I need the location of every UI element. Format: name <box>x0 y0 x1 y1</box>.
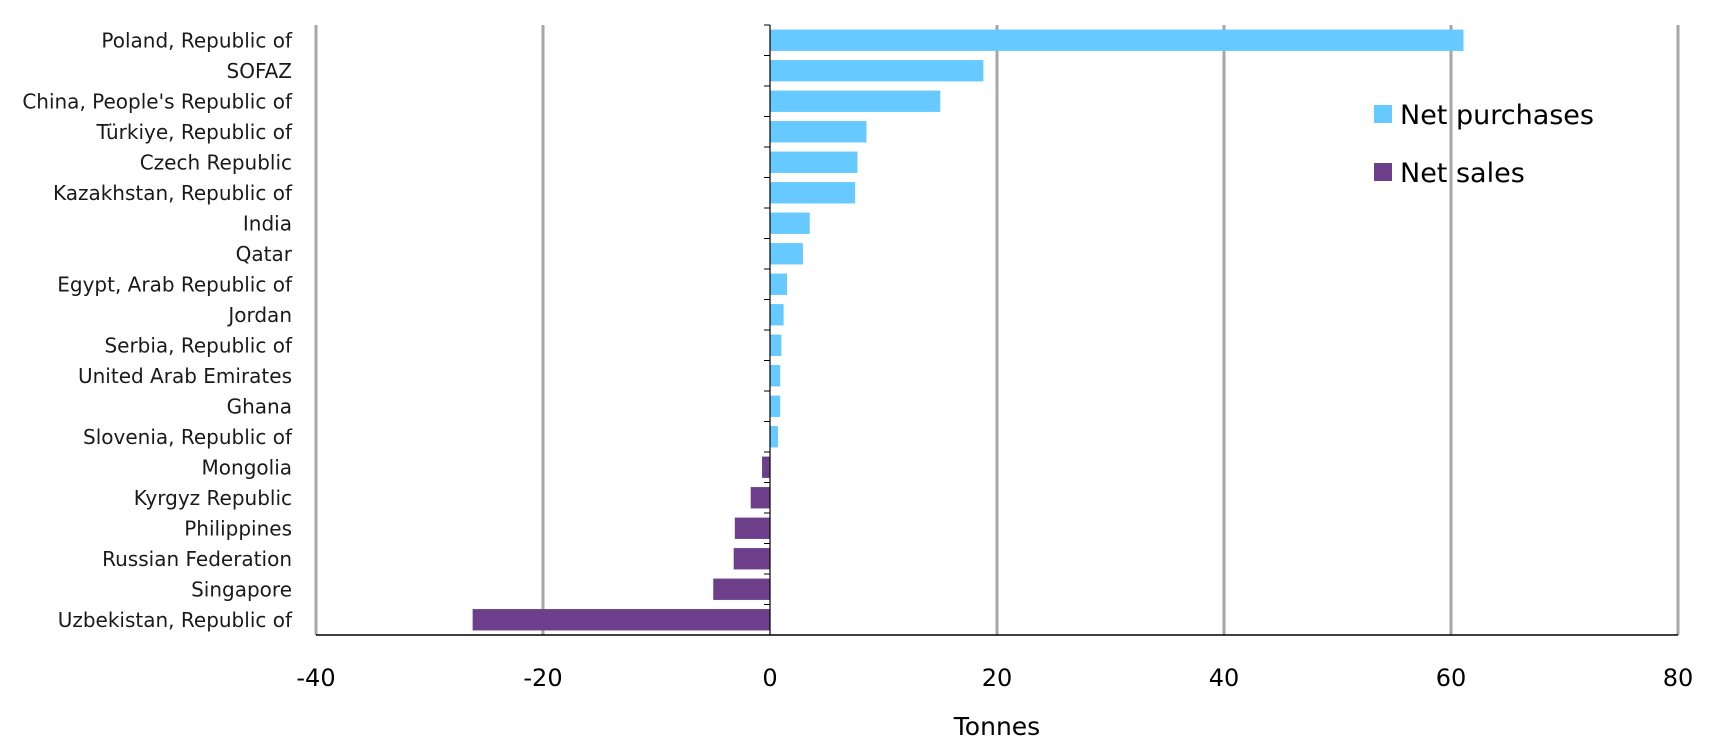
bar <box>770 243 803 265</box>
category-label: Kazakhstan, Republic of <box>53 181 293 205</box>
category-label: Poland, Republic of <box>101 28 293 52</box>
category-label: Russian Federation <box>102 547 292 571</box>
category-label: Uzbekistan, Republic of <box>58 608 293 632</box>
category-label: Türkiye, Republic of <box>96 120 293 144</box>
x-tick-labels: -40 -20 0 20 40 60 80 <box>296 664 1693 692</box>
category-label: China, People's Republic of <box>22 89 293 113</box>
category-label: Mongolia <box>202 455 292 479</box>
legend-label: Net purchases <box>1400 100 1594 131</box>
bar <box>750 487 770 509</box>
bar <box>713 578 770 600</box>
category-label: Slovenia, Republic of <box>83 425 293 449</box>
bar <box>770 273 788 295</box>
bar <box>762 456 770 478</box>
legend-swatch <box>1374 163 1392 181</box>
bar <box>770 395 781 417</box>
bar <box>770 29 1464 51</box>
bar <box>770 182 856 204</box>
x-tick-label: 40 <box>1209 664 1240 692</box>
legend-swatch <box>1374 105 1392 123</box>
category-label: Serbia, Republic of <box>104 333 293 357</box>
legend: Net purchases Net sales <box>1350 100 1594 189</box>
bar <box>472 609 770 631</box>
x-tick-label: 0 <box>762 664 777 692</box>
gridlines <box>314 25 1680 635</box>
category-label: SOFAZ <box>227 59 293 83</box>
category-label: India <box>243 211 292 235</box>
bar <box>770 151 858 173</box>
category-label: Kyrgyz Republic <box>134 486 292 510</box>
axes <box>316 24 1678 636</box>
bar <box>770 426 778 448</box>
x-axis-title: Tonnes <box>953 712 1040 741</box>
bar <box>770 90 941 112</box>
category-label: Jordan <box>226 303 292 327</box>
category-label: Egypt, Arab Republic of <box>57 272 293 296</box>
bar <box>770 334 782 356</box>
x-tick-label: 60 <box>1436 664 1467 692</box>
category-label: United Arab Emirates <box>78 364 292 388</box>
x-tick-label: -20 <box>523 664 562 692</box>
category-label: Czech Republic <box>140 150 292 174</box>
x-tick-label: -40 <box>296 664 335 692</box>
bar <box>770 304 784 326</box>
bar <box>770 121 867 143</box>
bar <box>770 365 781 387</box>
bars <box>472 29 1464 631</box>
legend-label: Net sales <box>1400 158 1525 189</box>
x-tick-label: 80 <box>1663 664 1694 692</box>
category-labels: Poland, Republic of SOFAZ China, People's … <box>22 28 293 632</box>
bar <box>770 212 810 234</box>
category-label: Ghana <box>227 394 292 418</box>
category-label: Philippines <box>184 516 292 540</box>
bar <box>770 60 984 82</box>
bar <box>734 517 770 539</box>
category-label: Singapore <box>191 577 292 601</box>
category-label: Qatar <box>236 242 293 266</box>
bar <box>733 548 770 570</box>
x-tick-label: 20 <box>982 664 1013 692</box>
